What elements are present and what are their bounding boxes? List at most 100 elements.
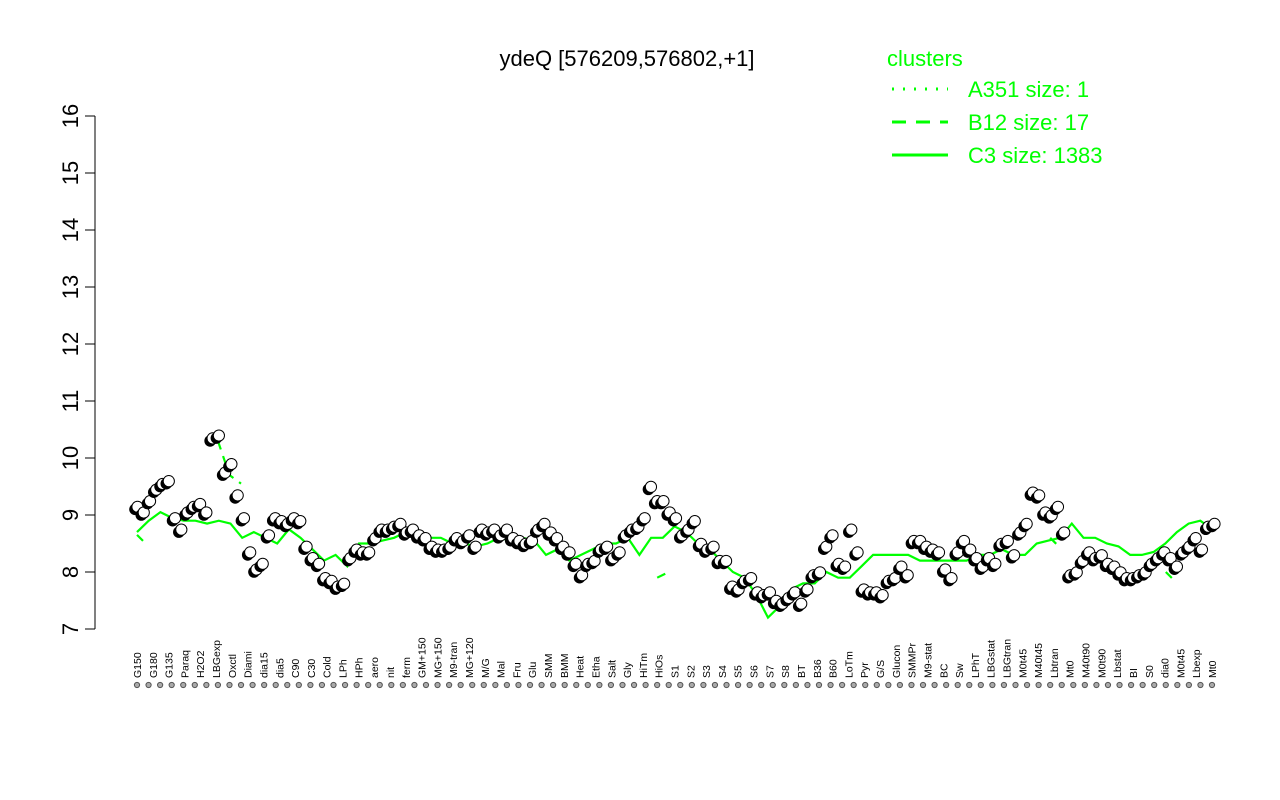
x-tick-label: B60 [828, 659, 840, 678]
x-tick-marker [1139, 681, 1146, 689]
x-tick-marker [711, 681, 719, 689]
data-point [294, 514, 307, 528]
data-point [212, 429, 226, 442]
data-point [1033, 489, 1046, 502]
x-tick-marker [654, 681, 661, 689]
x-tick-marker [665, 681, 672, 689]
x-tick-marker [827, 681, 834, 689]
x-tick-label: HiTm [638, 653, 650, 678]
x-tick-label: M40t90 [1081, 643, 1093, 678]
x-tick-marker [1174, 681, 1181, 689]
x-tick-label: S0 [1144, 665, 1156, 678]
data-point [813, 566, 827, 579]
legend-label: C3 size: 1383 [968, 143, 1103, 168]
x-tick-marker [584, 681, 591, 689]
x-tick-label: Pyr [859, 662, 871, 678]
x-tick-label: M0t45 [1017, 649, 1029, 678]
y-tick-label: 10 [58, 446, 83, 470]
data-point [826, 529, 839, 542]
x-tick-label: LBGstat [986, 640, 998, 678]
x-tick-label: LoTm [843, 651, 855, 678]
x-tick-marker [896, 681, 904, 689]
x-tick-marker [214, 681, 222, 689]
y-tick-label: 12 [58, 332, 83, 356]
x-tick-marker [966, 681, 973, 689]
x-tick-label: G150 [132, 652, 144, 678]
data-point [194, 497, 207, 511]
data-point [719, 554, 733, 568]
x-tick-marker [550, 681, 557, 689]
x-tick-marker [688, 681, 695, 689]
x-tick-marker [873, 681, 880, 689]
data-point [1001, 534, 1014, 548]
y-tick-label: 16 [58, 104, 83, 128]
x-tick-marker [792, 681, 799, 689]
x-tick-marker [619, 681, 626, 689]
x-tick-marker [607, 681, 615, 689]
x-tick-label: LBGtran [1001, 639, 1013, 678]
x-tick-marker [1197, 681, 1204, 689]
data-point [469, 540, 482, 553]
x-tick-marker [781, 681, 788, 689]
x-tick-label: M0t45 [1175, 649, 1187, 678]
x-tick-marker [538, 681, 545, 689]
x-tick-label: H2O2 [195, 650, 207, 678]
x-tick-marker [526, 681, 534, 689]
x-tick-label: Etha [590, 656, 602, 678]
data-point [463, 529, 476, 542]
data-point [801, 583, 814, 596]
x-tick-label: Sw [954, 663, 966, 678]
x-tick-label: B36 [812, 659, 824, 678]
x-tick-label: M0t90 [1096, 649, 1108, 678]
x-axis: G150 G180 G135 Paraq H2O2 LBGexp Oxctl Diami dia… [132, 637, 1219, 689]
x-tick-marker [596, 681, 603, 689]
x-tick-label: Paraq [179, 650, 191, 678]
x-tick-label: G180 [148, 652, 160, 678]
x-tick-label: S6 [749, 665, 761, 678]
x-tick-marker [850, 681, 857, 689]
x-tick-label: S2 [685, 665, 697, 678]
x-tick-label: Lbtran [1049, 648, 1061, 678]
x-tick-marker [885, 681, 892, 689]
x-tick-marker [399, 681, 406, 689]
x-tick-marker [919, 681, 927, 689]
data-point [707, 540, 720, 553]
x-tick-marker [1012, 681, 1019, 689]
data-point [550, 532, 564, 545]
x-tick-label: S3 [701, 665, 713, 678]
data-point [563, 546, 576, 559]
x-tick-marker [365, 681, 372, 689]
x-tick-label: MG+120 [464, 637, 476, 678]
data-point [932, 546, 946, 559]
x-tick-marker [1058, 681, 1065, 689]
x-tick-marker [561, 681, 568, 689]
x-tick-marker [931, 681, 938, 689]
data-point [1170, 560, 1184, 573]
x-tick-marker [815, 681, 823, 689]
legend: clusters A351 size: 1 B12 size: 17 C3 size… [887, 46, 1103, 168]
legend-entries: A351 size: 1 B12 size: 17 C3 size: 1383 [892, 77, 1103, 168]
x-tick-marker [1127, 681, 1135, 689]
data-point [957, 534, 971, 548]
data-point [945, 571, 958, 585]
x-tick-label: S1 [670, 665, 682, 678]
data-point [601, 540, 614, 553]
x-tick-marker [908, 681, 915, 689]
data-point [1008, 549, 1021, 562]
x-tick-label: Diami [243, 651, 255, 678]
data-point [788, 586, 802, 599]
x-tick-marker [307, 681, 314, 689]
x-tick-marker [422, 681, 430, 689]
data-point [569, 557, 582, 570]
data-point [200, 506, 213, 519]
data-point [225, 457, 238, 471]
x-tick-marker [145, 681, 152, 689]
x-tick-marker [445, 681, 453, 689]
x-tick-label: dia0 [1160, 658, 1172, 678]
x-tick-label: Fru [511, 662, 523, 678]
x-tick-label: C30 [306, 659, 318, 678]
x-tick-marker [133, 681, 141, 689]
data-point [644, 480, 658, 493]
x-tick-marker [237, 681, 245, 689]
x-tick-label: S4 [717, 665, 729, 678]
